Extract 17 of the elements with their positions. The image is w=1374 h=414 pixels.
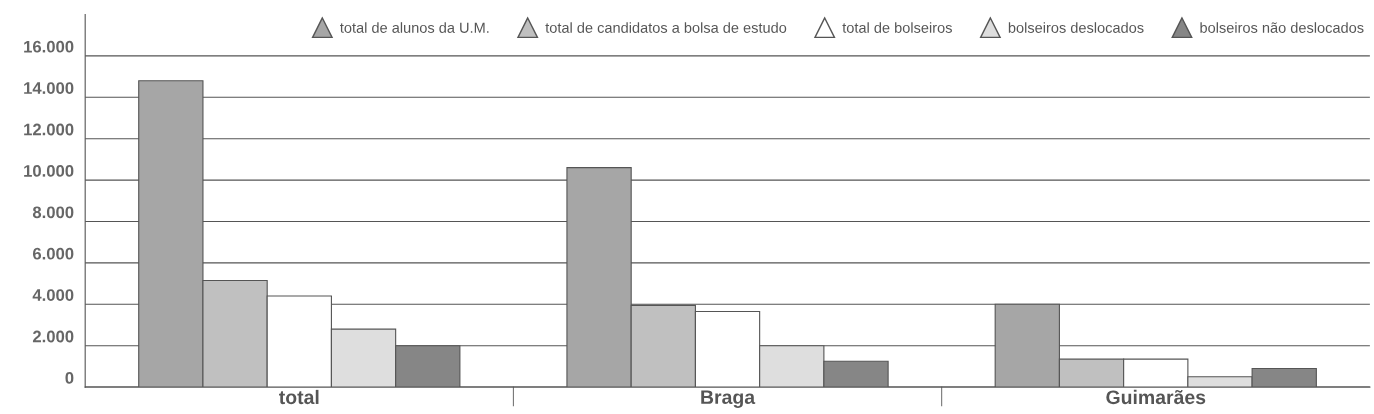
x-tick-label: Guimarães: [1106, 389, 1206, 405]
y-tick-label: 8.000: [32, 206, 74, 219]
y-tick-label: 0: [65, 371, 74, 384]
legend-label: total de candidatos a bolsa de estudo: [545, 22, 787, 33]
legend-label: bolseiros não deslocados: [1200, 22, 1364, 33]
y-tick-label: 6.000: [32, 247, 74, 260]
y-tick-label: 16.000: [24, 40, 74, 53]
legend-label: bolseiros deslocados: [1008, 22, 1144, 33]
y-tick-label: 12.000: [24, 123, 74, 136]
legend-label: total de alunos da U.M.: [340, 22, 489, 33]
y-tick-label: 2.000: [32, 330, 74, 343]
y-tick-label: 14.000: [24, 82, 74, 94]
y-tick-label: 10.000: [24, 164, 74, 177]
y-tick-label: 4.000: [32, 289, 74, 301]
x-tick-label: Braga: [701, 390, 756, 408]
legend-label: total de bolseiros: [842, 22, 952, 33]
x-tick-label: total: [279, 389, 319, 405]
